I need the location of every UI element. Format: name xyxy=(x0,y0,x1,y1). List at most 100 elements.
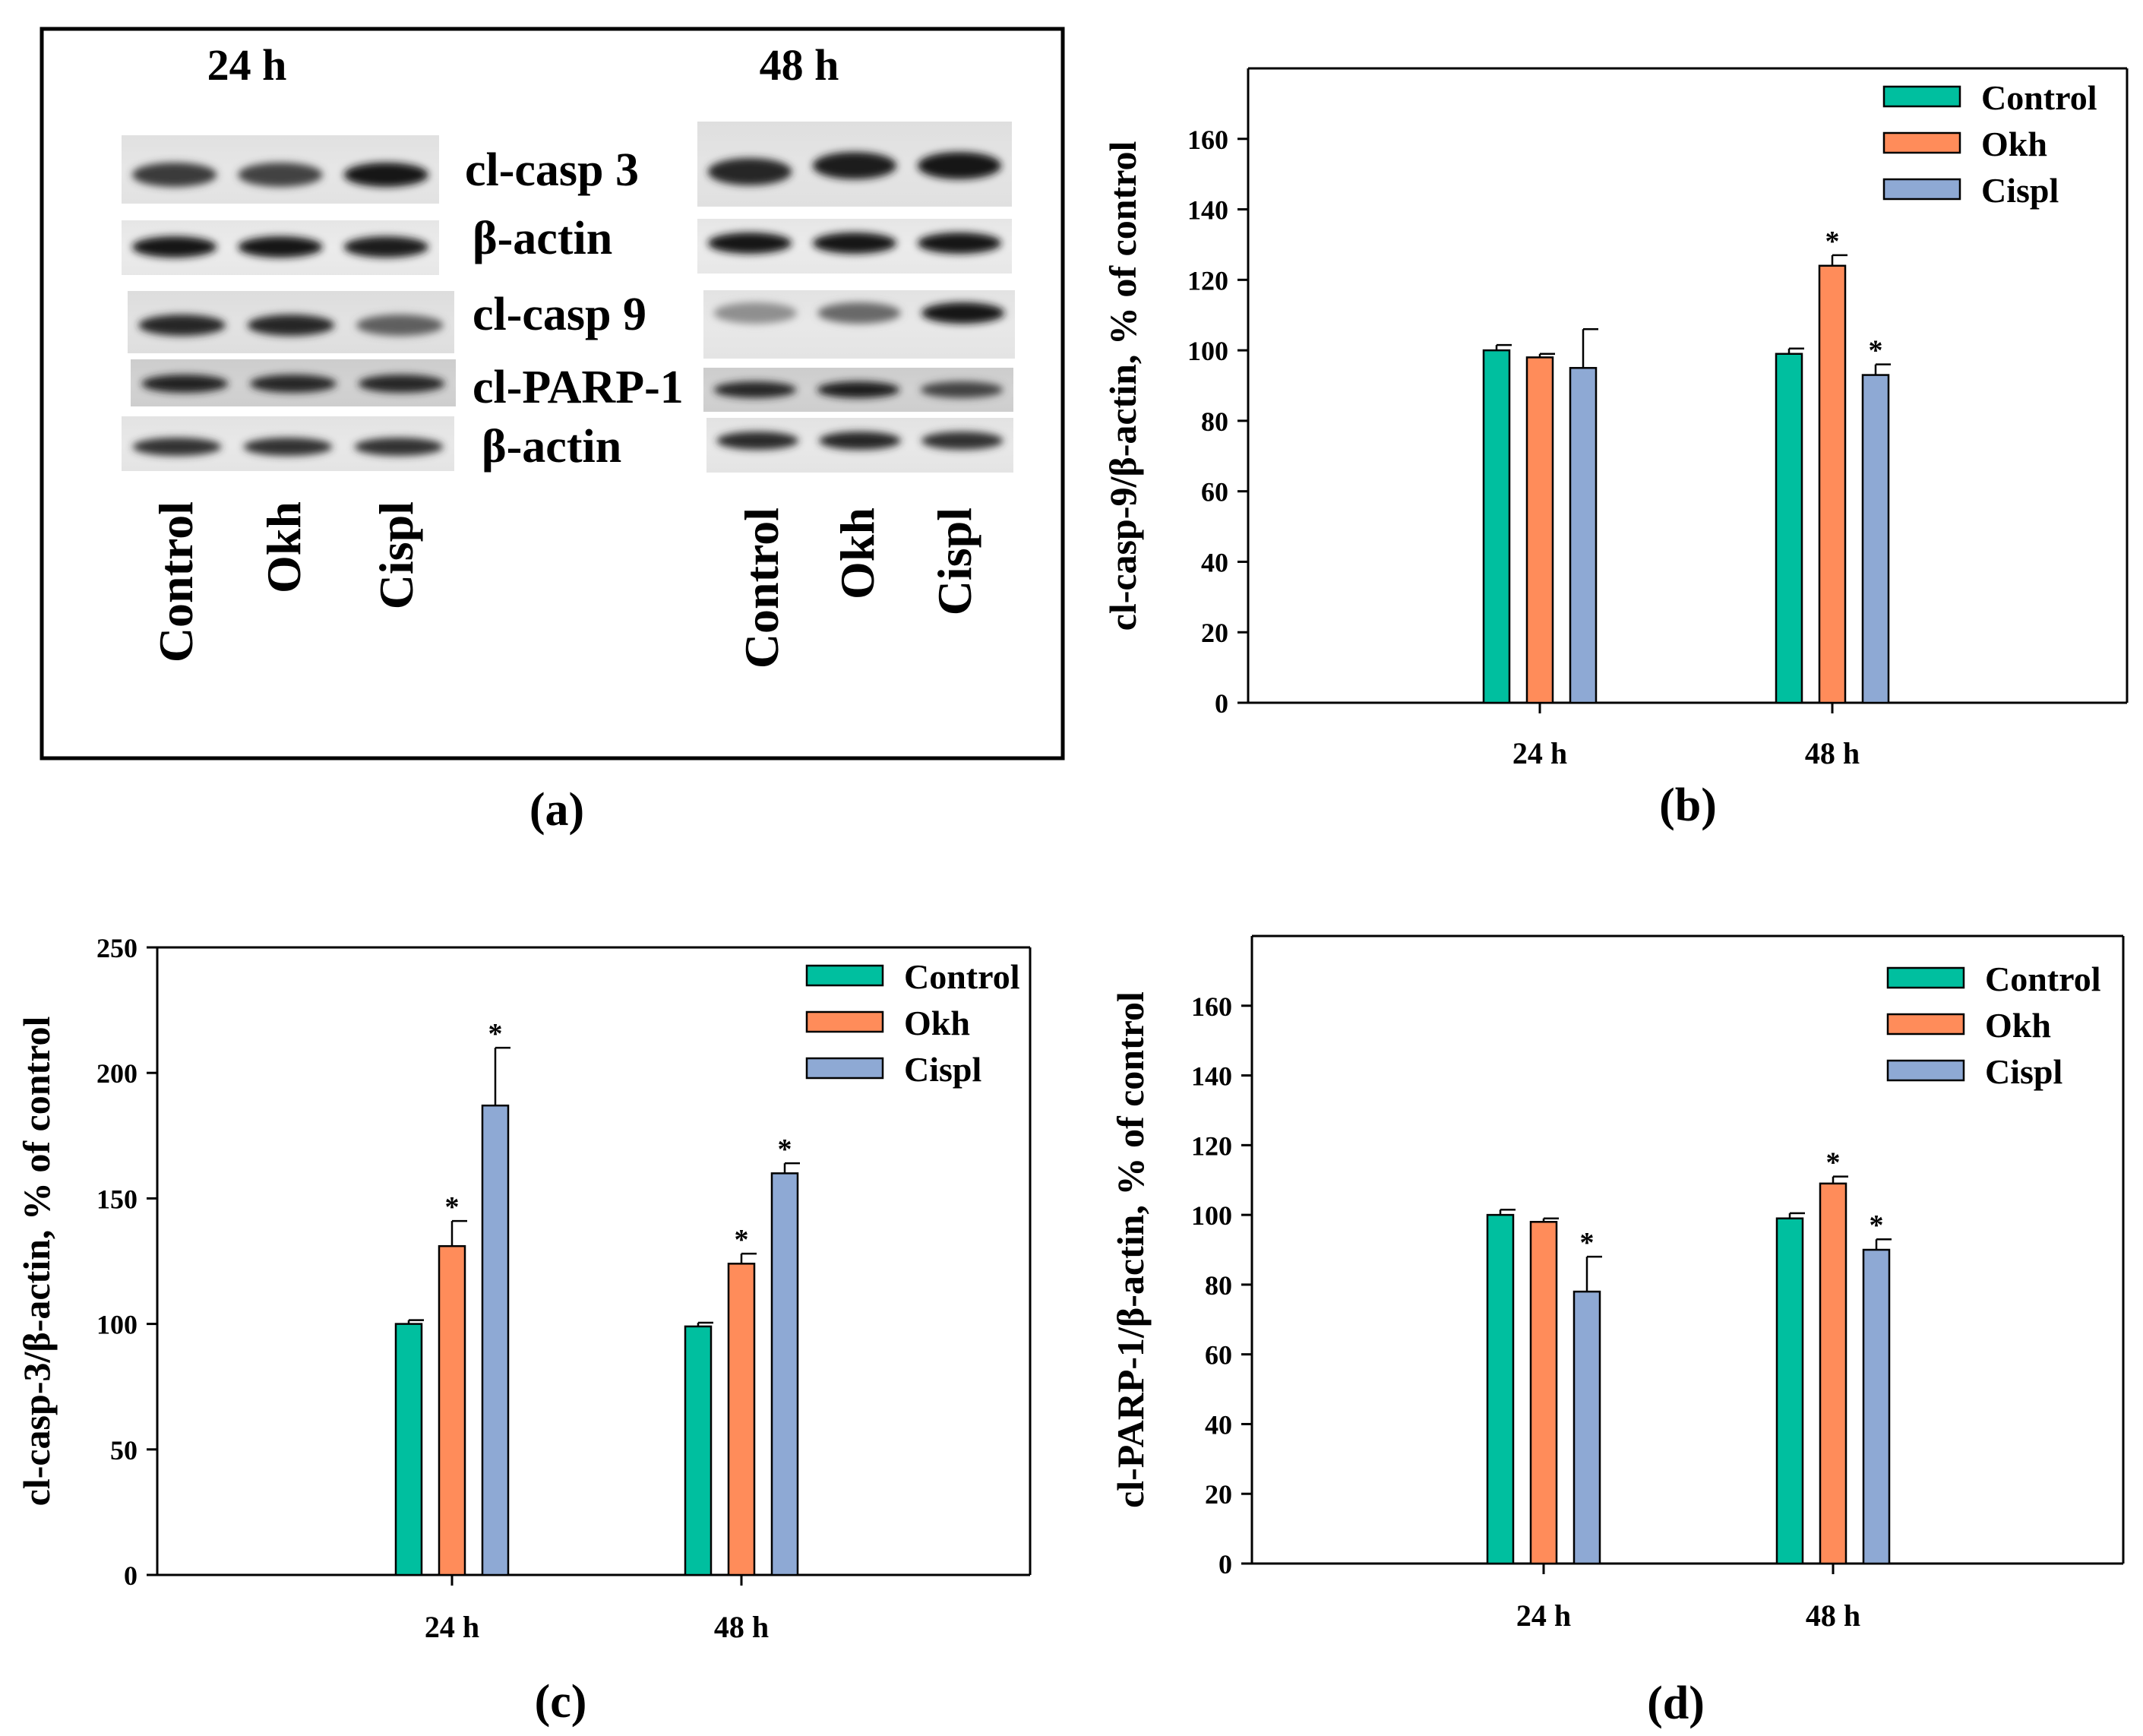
legend-label-cispl: Cispl xyxy=(1981,171,2059,210)
blot-band xyxy=(713,381,797,398)
x-tick-label: 24 h xyxy=(425,1610,479,1644)
blot-strip xyxy=(122,135,439,204)
chart-panel-d: 0 20 40 60 80 100 120 140 160 cl-PARP-1/β-actin, … xyxy=(1109,934,2125,1729)
chart-panel-c: 0 50 100 150 200 250 cl-casp-3/β-actin, % of c… xyxy=(15,933,1032,1728)
legend-swatch-control xyxy=(805,964,884,987)
y-tick-label: 0 xyxy=(1215,688,1228,719)
y-axis-label: cl-casp-3/β-actin, % of control xyxy=(15,1017,58,1507)
legend-swatch-okh xyxy=(1886,1013,1965,1036)
legend-swatch-control xyxy=(1882,85,1961,108)
significance-star: * xyxy=(735,1224,749,1256)
panel-letter: (d) xyxy=(1647,1678,1705,1729)
blot-band xyxy=(812,232,897,254)
blot-frame xyxy=(40,27,1065,760)
y-tick-label: 160 xyxy=(1191,991,1232,1022)
blot-strip xyxy=(128,291,454,353)
bar-okh xyxy=(1529,1221,1558,1565)
x-tick-label: 48 h xyxy=(1806,1598,1860,1633)
legend-label-okh: Okh xyxy=(1985,1006,2051,1045)
bar-cispl xyxy=(1861,374,1890,704)
y-tick-label: 100 xyxy=(1187,336,1228,366)
bar-cispl xyxy=(1569,367,1598,704)
blot-band xyxy=(812,152,897,179)
bar-okh xyxy=(438,1244,466,1576)
y-tick-label: 40 xyxy=(1201,547,1228,577)
y-tick-label: 80 xyxy=(1201,406,1228,437)
y-axis-label: cl-casp-9/β-actin, % of control xyxy=(1102,141,1144,631)
significance-star: * xyxy=(1826,1147,1841,1179)
x-tick-label: 48 h xyxy=(714,1610,769,1644)
panel-a: 24 h 48 h cl-casp 3 β-actin cl-casp 9 cl… xyxy=(40,27,1065,836)
blot-band xyxy=(716,432,799,450)
blot-band xyxy=(249,375,337,393)
lane-label-24h-control: Control xyxy=(149,501,203,662)
blot-band xyxy=(343,163,429,187)
bar-okh xyxy=(727,1263,756,1576)
legend-swatch-okh xyxy=(805,1010,884,1033)
bar-control xyxy=(394,1323,423,1576)
blot-band xyxy=(247,315,335,336)
lane-label-48h-cispl: Cispl xyxy=(928,508,981,615)
blot-band xyxy=(141,375,229,393)
bar-cispl xyxy=(1572,1290,1601,1565)
bar-control xyxy=(1775,1217,1804,1565)
panel-letter-a: (a) xyxy=(529,784,584,836)
bar-cispl xyxy=(1862,1248,1891,1565)
blot-band xyxy=(713,302,797,324)
y-tick-label: 60 xyxy=(1201,477,1228,508)
legend-swatch-cispl xyxy=(1882,178,1961,201)
blot-band xyxy=(343,236,429,258)
blot-strip xyxy=(697,122,1012,207)
x-tick-label: 24 h xyxy=(1512,736,1567,770)
y-tick-label: 40 xyxy=(1205,1409,1232,1440)
blot-band xyxy=(132,438,222,456)
y-tick-label: 120 xyxy=(1187,265,1228,296)
blot-strip xyxy=(697,219,1012,274)
significance-star: * xyxy=(445,1191,460,1223)
legend-label-okh: Okh xyxy=(904,1004,970,1042)
bar-control xyxy=(1482,349,1511,704)
blot-time-48h: 48 h xyxy=(760,40,839,90)
y-tick-label: 20 xyxy=(1201,618,1228,648)
blot-band xyxy=(243,438,333,456)
blot-band xyxy=(356,315,444,336)
y-tick-label: 200 xyxy=(96,1058,137,1089)
legend-label-control: Control xyxy=(1981,78,2097,117)
legend-label-cispl: Cispl xyxy=(904,1050,981,1089)
y-tick-label: 50 xyxy=(110,1435,137,1466)
chart-panel-b: 0 20 40 60 80 100 120 140 160 cl-casp-9/β-actin, … xyxy=(1102,67,2129,831)
legend-label-control: Control xyxy=(904,957,1020,996)
bar-cispl xyxy=(481,1104,510,1576)
lane-label-48h-okh: Okh xyxy=(830,508,884,599)
blot-band xyxy=(920,381,1004,398)
significance-star: * xyxy=(1580,1227,1595,1259)
x-tick-label: 48 h xyxy=(1805,736,1860,770)
blot-time-24h: 24 h xyxy=(207,40,287,90)
y-tick-label: 0 xyxy=(124,1561,137,1591)
y-tick-label: 250 xyxy=(96,933,137,963)
blot-label-beta-actin-1: β-actin xyxy=(473,213,612,264)
bar-okh xyxy=(1818,264,1847,704)
y-axis-label: cl-PARP-1/β-actin, % of control xyxy=(1109,991,1152,1508)
legend-swatch-control xyxy=(1886,966,1965,989)
y-tick-label: 60 xyxy=(1205,1340,1232,1371)
blot-band xyxy=(238,236,323,258)
blot-band xyxy=(131,163,217,187)
panel-letter: (b) xyxy=(1659,779,1717,831)
legend-swatch-cispl xyxy=(1886,1059,1965,1082)
significance-star: * xyxy=(1825,226,1840,258)
blot-band xyxy=(707,232,792,254)
bar-okh xyxy=(1525,356,1554,704)
bar-cispl xyxy=(770,1172,799,1576)
legend-label-okh: Okh xyxy=(1981,125,2047,163)
y-tick-label: 140 xyxy=(1187,195,1228,226)
blot-strip xyxy=(703,290,1015,359)
y-tick-label: 0 xyxy=(1218,1549,1232,1579)
blot-band xyxy=(354,438,444,456)
blot-strip xyxy=(122,220,439,275)
x-tick-label: 24 h xyxy=(1516,1598,1571,1633)
blot-band xyxy=(917,232,1002,254)
y-tick-label: 20 xyxy=(1205,1479,1232,1510)
y-tick-label: 160 xyxy=(1187,125,1228,155)
